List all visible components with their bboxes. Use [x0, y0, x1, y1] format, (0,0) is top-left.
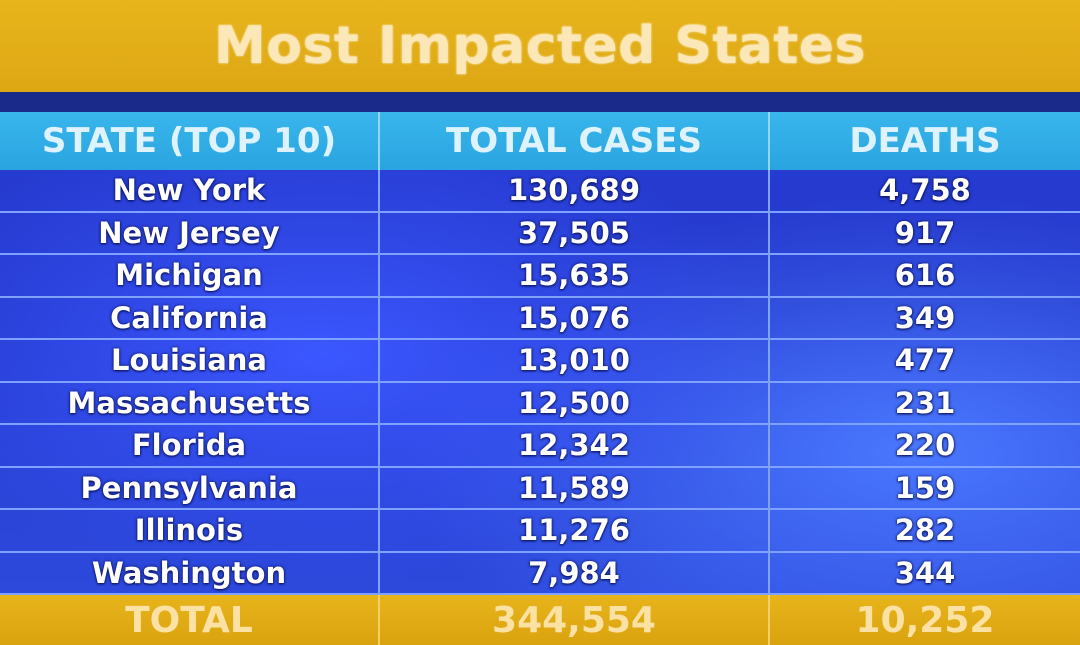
state-cell: Washington	[0, 552, 380, 593]
column-header-total-cases: TOTAL CASES	[380, 112, 770, 170]
table-row: Michigan 15,635 616	[0, 255, 1080, 298]
cases-cell: 7,984	[380, 552, 770, 593]
table-row: Illinois 11,276 282	[0, 510, 1080, 553]
deaths-cell: 282	[894, 513, 956, 548]
cases-cell: 15,635	[380, 255, 770, 296]
deaths-cell: 4,758	[879, 173, 971, 208]
column-header-deaths: DEATHS	[849, 121, 1001, 161]
table-row: New York 130,689 4,758	[0, 170, 1080, 213]
table-row: Massachusetts 12,500 231	[0, 382, 1080, 425]
table-row: Florida 12,342 220	[0, 425, 1080, 468]
cases-cell: 15,076	[380, 297, 770, 338]
table-row: New Jersey 37,505 917	[0, 212, 1080, 255]
cases-cell: 12,500	[380, 382, 770, 423]
deaths-cell: 344	[894, 555, 956, 590]
total-label: TOTAL	[0, 595, 380, 645]
column-header-state: STATE (TOP 10)	[0, 112, 380, 170]
state-cell: Pennsylvania	[0, 467, 380, 508]
total-row: TOTAL 344,554 10,252	[0, 595, 1080, 645]
deaths-cell: 477	[894, 343, 956, 378]
table-header: STATE (TOP 10) TOTAL CASES DEATHS	[0, 112, 1080, 170]
cases-cell: 11,276	[380, 510, 770, 551]
title-divider	[0, 92, 1080, 112]
table-row: Louisiana 13,010 477	[0, 340, 1080, 383]
table-row: California 15,076 349	[0, 297, 1080, 340]
state-cell: Illinois	[0, 510, 380, 551]
deaths-cell: 220	[894, 428, 956, 463]
cases-cell: 13,010	[380, 340, 770, 381]
cases-cell: 130,689	[380, 170, 770, 211]
total-deaths: 10,252	[855, 599, 995, 641]
deaths-cell: 159	[894, 470, 956, 505]
total-cases: 344,554	[380, 595, 770, 645]
deaths-cell: 616	[894, 258, 956, 293]
state-cell: New York	[0, 170, 380, 211]
cases-cell: 12,342	[380, 425, 770, 466]
graphic-title: Most Impacted States	[214, 16, 866, 76]
deaths-cell: 917	[894, 215, 956, 250]
deaths-cell: 231	[894, 385, 956, 420]
state-cell: Florida	[0, 425, 380, 466]
state-cell: Massachusetts	[0, 382, 380, 423]
state-cell: Louisiana	[0, 340, 380, 381]
state-cell: California	[0, 297, 380, 338]
title-bar: Most Impacted States	[0, 0, 1080, 92]
table-row: Washington 7,984 344	[0, 552, 1080, 595]
table-body: New York 130,689 4,758 New Jersey 37,505…	[0, 170, 1080, 595]
state-cell: New Jersey	[0, 212, 380, 253]
table-row: Pennsylvania 11,589 159	[0, 467, 1080, 510]
state-cell: Michigan	[0, 255, 380, 296]
deaths-cell: 349	[894, 300, 956, 335]
cases-cell: 11,589	[380, 467, 770, 508]
cases-cell: 37,505	[380, 212, 770, 253]
